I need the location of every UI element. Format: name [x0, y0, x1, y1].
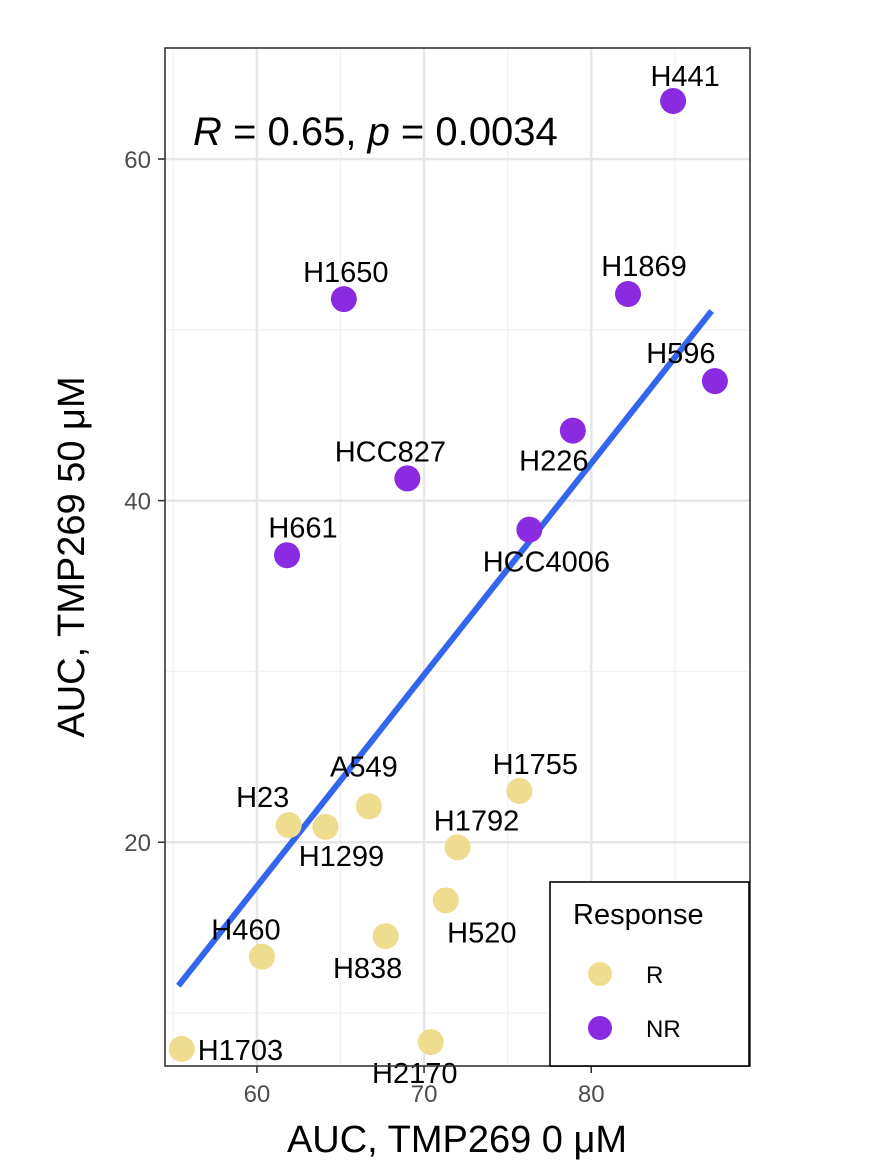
data-point-h460	[248, 943, 275, 970]
x-axis-title: AUC, TMP269 0 μM	[287, 1119, 627, 1161]
axis-ticks	[158, 158, 593, 1073]
panel-border	[164, 47, 751, 1067]
point-label-h460: H460	[211, 915, 280, 947]
r-value: = 0.65,	[222, 110, 368, 154]
y-tick-label: 60	[124, 147, 151, 174]
legend-label-nr: NR	[646, 1016, 681, 1043]
point-label-h1299: H1299	[299, 841, 384, 873]
point-label-h1755: H1755	[493, 749, 578, 781]
point-label-h596: H596	[646, 338, 715, 370]
x-tick-label: 60	[244, 1081, 271, 1108]
legend: Response R NR	[549, 881, 750, 1067]
point-label-a549: A549	[330, 751, 398, 783]
point-label-h1703: H1703	[198, 1035, 283, 1067]
data-point-hcc827	[394, 465, 421, 492]
data-point-h441	[660, 87, 687, 114]
legend-title: Response	[573, 899, 704, 931]
point-label-h441: H441	[650, 61, 719, 93]
data-point-h1869	[614, 280, 641, 307]
data-point-h661	[274, 542, 301, 569]
y-tick-label: 20	[124, 830, 151, 857]
regression-line-group	[176, 309, 714, 988]
data-point-h1703	[168, 1035, 195, 1062]
p-value: = 0.0034	[390, 110, 558, 154]
point-label-h23: H23	[236, 782, 289, 814]
data-point-h1755	[506, 778, 533, 805]
point-label-h1792: H1792	[434, 805, 519, 837]
regression-line	[176, 309, 714, 988]
y-axis-title: AUC, TMP269 50 μM	[51, 376, 93, 737]
data-point-h23	[275, 812, 302, 839]
data-point-h226	[559, 417, 586, 444]
legend-swatch-nr	[588, 1016, 612, 1040]
point-label-h838: H838	[333, 953, 402, 985]
legend-label-r: R	[646, 962, 663, 989]
data-point-h1792	[444, 834, 471, 861]
point-label-hcc827: HCC827	[335, 436, 446, 468]
data-point-h838	[372, 923, 399, 950]
x-tick-label: 70	[411, 1081, 438, 1108]
data-point-h596	[701, 368, 728, 395]
point-labels: H23 H1299 A549 H1755 H1792 H520 H838 H460 H2170 H…	[198, 61, 720, 1090]
r-annotation: R = 0.65, p = 0.0034	[193, 110, 558, 154]
x-tick-label: 80	[578, 1081, 605, 1108]
point-label-hcc4006: HCC4006	[483, 547, 610, 579]
data-point-h2170	[417, 1029, 444, 1056]
point-label-h2170: H2170	[372, 1058, 457, 1090]
data-point-h1650	[330, 286, 357, 313]
data-point-h1299	[312, 813, 339, 840]
legend-box	[549, 881, 750, 1067]
data-points	[168, 87, 728, 1062]
point-label-h520: H520	[447, 917, 516, 949]
tick-labels: 60 70 80 20 40 60	[124, 147, 604, 1108]
p-symbol: p	[367, 110, 390, 154]
data-point-hcc4006	[516, 516, 543, 543]
data-point-a549	[355, 793, 382, 820]
point-label-h661: H661	[268, 512, 337, 544]
point-label-h1869: H1869	[601, 251, 686, 283]
point-label-h226: H226	[519, 446, 588, 478]
y-tick-label: 40	[124, 489, 151, 516]
r-symbol: R	[193, 110, 222, 154]
data-point-h520	[432, 887, 459, 914]
point-label-h1650: H1650	[303, 257, 388, 289]
legend-swatch-r	[588, 962, 612, 986]
